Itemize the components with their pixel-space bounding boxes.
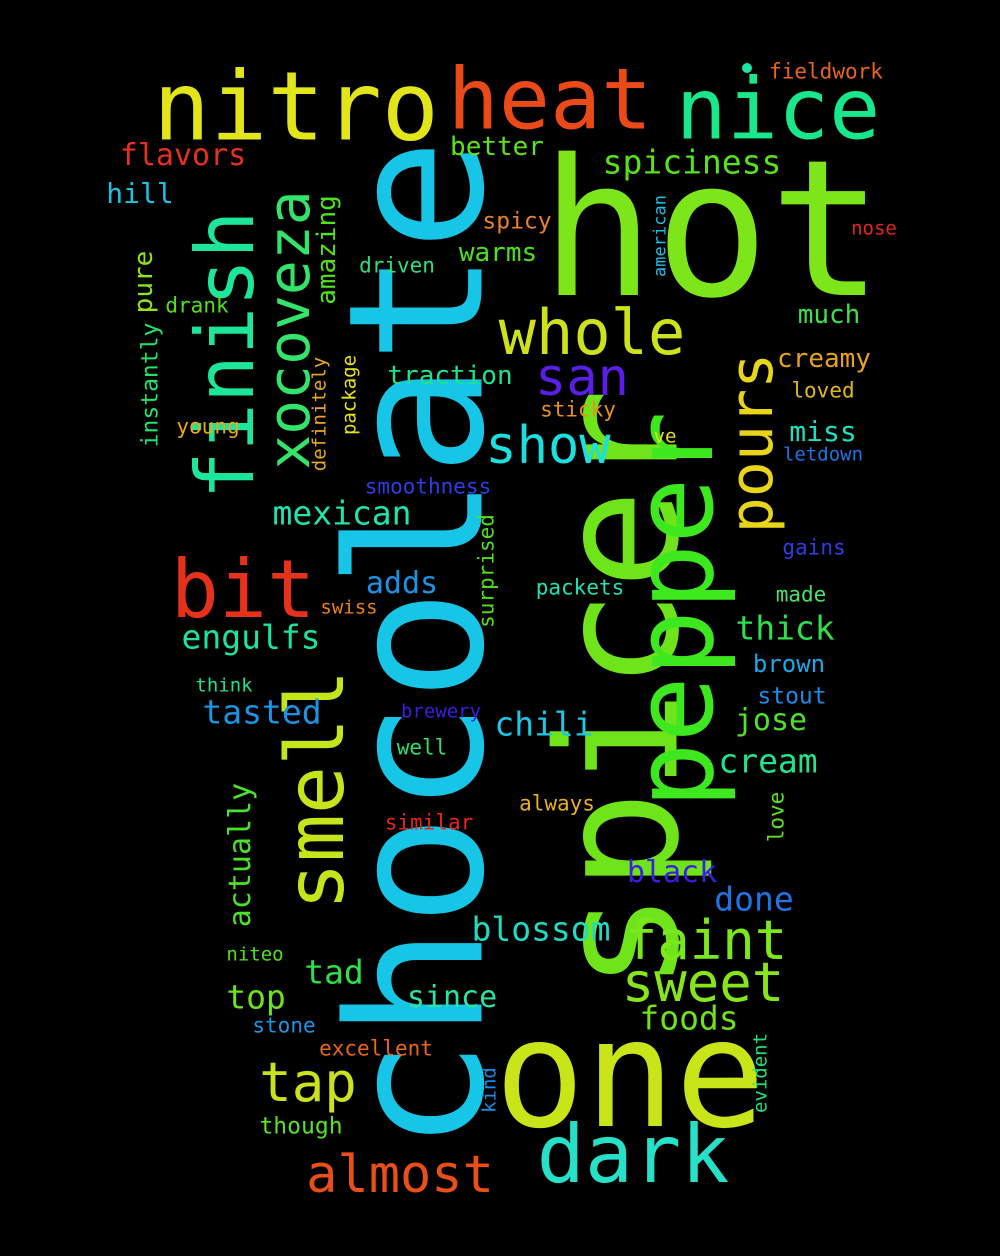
word-cream: cream	[718, 741, 818, 781]
word-foods: foods	[639, 998, 739, 1038]
word-nose: nose	[851, 217, 897, 240]
word-fieldwork: fieldwork	[769, 59, 883, 84]
word-black: black	[626, 855, 718, 890]
word-surprised: surprised	[474, 514, 499, 628]
word-amazing: amazing	[312, 195, 342, 305]
word-swiss: swiss	[320, 596, 378, 619]
word-blossom: blossom	[471, 909, 611, 949]
word-brewery: brewery	[400, 700, 482, 723]
word-top: top	[226, 977, 286, 1017]
word-adds: adds	[365, 566, 439, 601]
word-loved: loved	[791, 378, 855, 403]
word-miss: miss	[789, 415, 857, 448]
word-jose: jose	[734, 703, 808, 738]
word-tad: tad	[304, 952, 364, 992]
word-driven: driven	[359, 253, 435, 278]
word-pepper: pepper	[610, 411, 738, 809]
word-finish: finish	[179, 210, 272, 500]
word-sticky: sticky	[540, 397, 616, 422]
word-love: love	[764, 791, 789, 843]
word-well: well	[396, 735, 448, 760]
word-better: better	[450, 132, 544, 162]
word-heat: heat	[447, 50, 653, 150]
word-made: made	[775, 582, 827, 607]
word-letdown: letdown	[782, 443, 864, 466]
word-show: show	[485, 416, 611, 476]
word-engulfs: engulfs	[181, 617, 321, 657]
word-gains: gains	[782, 535, 846, 560]
word-pure: pure	[129, 250, 159, 314]
word-definitely: definitely	[308, 356, 331, 472]
word-dark: dark	[536, 1108, 730, 1201]
word-whole: whole	[498, 296, 686, 369]
word-nice: nice	[675, 60, 881, 160]
word-hill: hill	[106, 177, 174, 210]
word-nitro: nitro	[153, 52, 439, 163]
word-always: always	[519, 791, 595, 816]
decorative-dot	[742, 63, 752, 73]
word-done: done	[714, 879, 794, 919]
word-much: much	[797, 300, 861, 330]
word-creamy: creamy	[777, 344, 871, 374]
word-stout: stout	[757, 683, 827, 710]
word-drank: drank	[165, 293, 229, 318]
word-since: since	[406, 980, 498, 1015]
word-niteo: niteo	[226, 943, 284, 966]
word-traction: traction	[387, 361, 513, 391]
word-bit: bit	[170, 543, 316, 636]
word-sweet: sweet	[621, 951, 785, 1014]
word-spiciness: spiciness	[602, 142, 782, 182]
word-actually: actually	[223, 782, 258, 928]
word-chili: chili	[494, 704, 594, 744]
word-almost: almost	[306, 1145, 494, 1205]
word-brown: brown	[752, 650, 826, 678]
word-think: think	[195, 674, 253, 697]
word-tap: tap	[259, 1051, 357, 1114]
word-san: san	[535, 348, 629, 408]
word-evident: evident	[749, 1032, 772, 1114]
word-american: american	[650, 195, 671, 277]
word-stone: stone	[252, 1013, 316, 1038]
word-tasted: tasted	[202, 692, 322, 732]
word-one: one	[494, 988, 766, 1162]
word-mexican: mexican	[272, 493, 412, 533]
word-instantly: instantly	[137, 322, 164, 448]
word-warms: warms	[458, 238, 538, 268]
word-similar: similar	[384, 810, 474, 835]
word-excellent: excellent	[319, 1036, 433, 1061]
word-packets: packets	[535, 575, 625, 600]
word-package: package	[338, 354, 361, 436]
word-hot: hot	[540, 119, 884, 340]
word-faint: faint	[624, 909, 788, 972]
word-kind: kind	[478, 1067, 501, 1113]
word-though: though	[259, 1113, 343, 1140]
word-smoothness: smoothness	[364, 474, 492, 499]
word-spicy: spicy	[482, 208, 552, 235]
word-thick: thick	[735, 608, 835, 648]
word-ve: ve	[653, 425, 677, 448]
word-pours: pours	[717, 352, 787, 534]
word-young: young	[176, 414, 240, 439]
word-flavors: flavors	[119, 138, 247, 173]
